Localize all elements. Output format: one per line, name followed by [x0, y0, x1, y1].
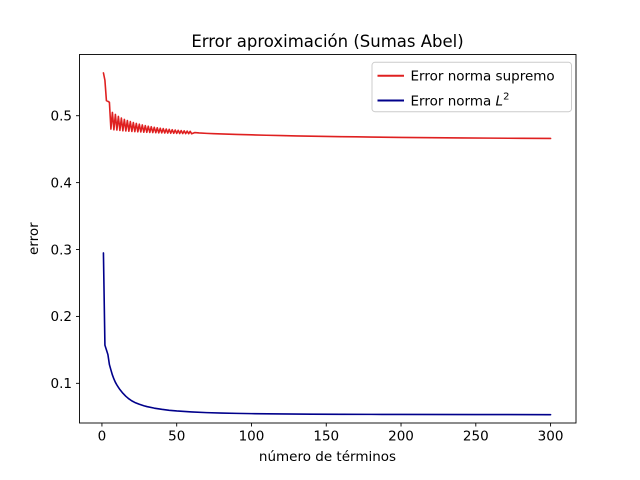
- plot-area: [79, 54, 577, 424]
- y-axis: 0.1 0.2 0.3 0.4 0.5: [51, 109, 80, 392]
- y-tick-label: 0.4: [51, 175, 72, 191]
- legend-label-l2: Error norma L2: [411, 91, 510, 109]
- y-tick-label: 0.1: [51, 376, 72, 392]
- legend-label-l2-math: L: [496, 93, 504, 109]
- chart-title: Error aproximación (Sumas Abel): [191, 32, 463, 51]
- x-tick-label: 150: [313, 429, 339, 445]
- legend-label-l2-sup: 2: [503, 91, 509, 102]
- series-lines: [102, 72, 552, 416]
- y-tick-label: 0.5: [51, 109, 72, 125]
- legend-label-l2-prefix: Error norma: [411, 93, 496, 109]
- x-axis: 0 50 100 150 200 250 300: [98, 423, 564, 445]
- y-tick-label: 0.3: [51, 242, 72, 258]
- x-tick-label: 200: [388, 429, 414, 445]
- x-axis-label: número de términos: [259, 449, 396, 465]
- y-tick-label: 0.2: [51, 309, 72, 325]
- x-tick-label: 100: [239, 429, 265, 445]
- series-line-l2: [102, 252, 552, 416]
- x-tick-label: 0: [98, 429, 107, 445]
- legend-box: [371, 61, 572, 113]
- x-tick-label: 300: [538, 429, 564, 445]
- legend-label-supremo: Error norma supremo: [411, 69, 555, 85]
- y-axis-label: error: [26, 222, 42, 255]
- legend: Error norma supremo Error norma L2: [371, 61, 572, 113]
- series-line-supremo: [102, 72, 552, 140]
- x-tick-label: 250: [463, 429, 489, 445]
- x-tick-label: 50: [168, 429, 185, 445]
